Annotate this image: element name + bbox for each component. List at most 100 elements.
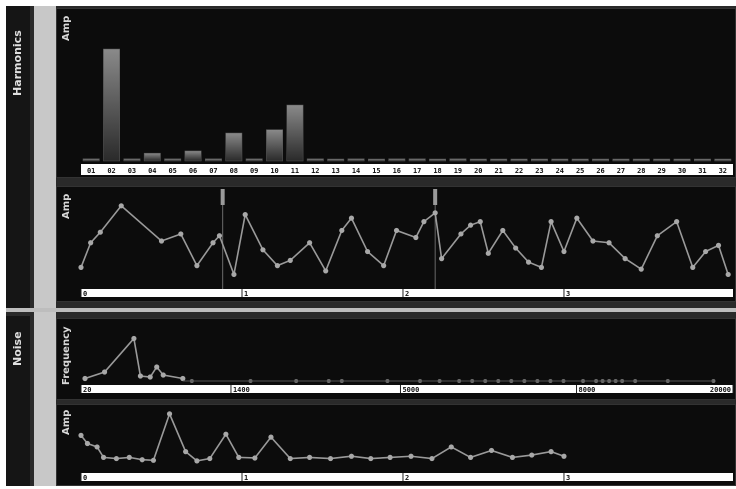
harmonics-section-tab[interactable]: Harmonics xyxy=(6,6,30,310)
harmonics-section-label: Harmonics xyxy=(11,30,24,96)
envelope-point xyxy=(467,222,474,228)
envelope-point xyxy=(477,219,483,225)
harmonic-tick-label: 23 xyxy=(535,167,543,175)
frequency-point xyxy=(180,375,186,382)
envelope-point xyxy=(548,449,554,455)
noise-section-label: Noise xyxy=(11,331,24,366)
harmonic-bar xyxy=(449,158,467,162)
envelope-point xyxy=(525,259,532,265)
frequency-point xyxy=(101,369,108,375)
harmonic-bar xyxy=(368,158,385,162)
envelope-marker-handle xyxy=(433,189,438,205)
harmonic-bar xyxy=(327,158,345,162)
noise-frequency-chart[interactable]: 20 1400 5000 8000 20000 xyxy=(57,319,735,399)
envelope-point xyxy=(458,231,464,237)
envelope-point xyxy=(413,234,419,241)
envelope-axis-strip xyxy=(81,473,733,481)
envelope-point xyxy=(216,233,223,239)
envelope-point xyxy=(84,440,91,447)
envelope-point xyxy=(236,454,242,460)
harmonic-bar xyxy=(490,158,508,162)
harmonic-bar xyxy=(408,158,426,162)
envelope-point xyxy=(150,457,157,463)
harmonic-bar xyxy=(388,158,406,162)
envelope-point xyxy=(509,454,516,460)
harmonic-bar xyxy=(306,158,324,162)
envelope-point xyxy=(538,264,545,270)
envelope-point xyxy=(194,458,200,464)
envelope-tick-label: 1 xyxy=(244,474,248,482)
harmonic-tick-label: 15 xyxy=(372,167,380,175)
envelope-point xyxy=(448,444,454,450)
envelope-point xyxy=(97,229,103,235)
envelope-point xyxy=(94,444,100,450)
envelope-tick-label: 3 xyxy=(566,474,570,482)
harmonic-tick-label: 26 xyxy=(596,167,604,175)
envelope-point xyxy=(703,248,709,255)
envelope-point xyxy=(242,212,248,218)
harmonic-tick-label: 11 xyxy=(291,167,299,175)
noise-frequency-panel[interactable]: Frequency 20 1400 5000 8000 20000 xyxy=(56,318,736,400)
envelope-point xyxy=(364,248,371,255)
envelope-axis-strip xyxy=(81,289,733,297)
envelope-point xyxy=(260,247,266,253)
harmonic-envelope-chart[interactable]: 0 1 2 3 xyxy=(57,187,735,301)
envelope-point xyxy=(252,455,258,461)
envelope-point xyxy=(78,432,84,438)
envelope-point xyxy=(393,227,400,234)
envelope-point xyxy=(231,271,237,278)
harmonic-tick-label: 09 xyxy=(250,167,258,175)
harmonic-bar xyxy=(653,158,671,162)
noise-envelope-chart[interactable]: 0 1 2 3 xyxy=(57,405,735,485)
frequency-point xyxy=(147,374,153,380)
harmonic-bar xyxy=(266,129,283,162)
envelope-tick-label: 1 xyxy=(244,290,248,298)
section-divider xyxy=(6,308,736,312)
frequency-axis-strip xyxy=(81,385,733,393)
harmonic-tick-label: 30 xyxy=(678,167,686,175)
harmonic-bar xyxy=(551,158,569,162)
harmonic-bar xyxy=(714,158,732,162)
frequency-point xyxy=(131,335,137,342)
envelope-point xyxy=(529,452,535,458)
envelope-point xyxy=(223,431,229,437)
envelope-tick-label: 3 xyxy=(566,290,570,298)
harmonic-tick-label: 04 xyxy=(148,167,156,175)
envelope-point xyxy=(606,240,612,246)
harmonic-bar-chart[interactable]: 01 02 03 04 05 06 07 08 09 10 11 12 13 14 15 16 17 18 19 20… xyxy=(57,9,735,177)
envelope-point xyxy=(439,256,445,262)
harmonic-amp-panel[interactable]: Amp 01 02 03 04 05 06 07 08 09 10 11 12 13 14 15 16 17 18… xyxy=(56,8,736,178)
harmonic-tick-label: 20 xyxy=(474,167,482,175)
envelope-point xyxy=(561,248,567,255)
envelope-line xyxy=(80,411,565,462)
envelope-point xyxy=(118,203,124,209)
envelope-point xyxy=(368,455,374,462)
harmonic-tick-label: 10 xyxy=(270,167,278,175)
envelope-point xyxy=(408,453,414,459)
envelope-point xyxy=(500,227,506,234)
harmonic-tick-label: 01 xyxy=(87,167,95,175)
frequency-tick-label: 20000 xyxy=(710,386,731,394)
harmonic-tick-label: 02 xyxy=(107,167,115,175)
envelope-point xyxy=(210,240,216,246)
envelope-point xyxy=(387,454,393,460)
harmonic-bar xyxy=(164,158,182,162)
harmonic-bar xyxy=(347,158,365,162)
harmonic-tick-label: 12 xyxy=(311,167,319,175)
harmonic-tick-label: 19 xyxy=(454,167,462,175)
envelope-tick-label: 0 xyxy=(83,290,87,298)
envelope-point xyxy=(432,210,438,216)
harmonic-bar xyxy=(225,132,243,162)
envelope-point xyxy=(339,227,345,234)
noise-section-tab[interactable]: Noise xyxy=(6,316,30,486)
envelope-point xyxy=(622,256,628,262)
envelope-point xyxy=(307,454,313,460)
envelope-tick-label: 2 xyxy=(405,290,409,298)
envelope-point xyxy=(488,447,495,454)
envelope-point xyxy=(178,231,184,237)
left-gutter xyxy=(34,6,56,486)
harmonic-tick-label: 28 xyxy=(637,167,645,175)
harmonic-bar xyxy=(205,158,222,162)
